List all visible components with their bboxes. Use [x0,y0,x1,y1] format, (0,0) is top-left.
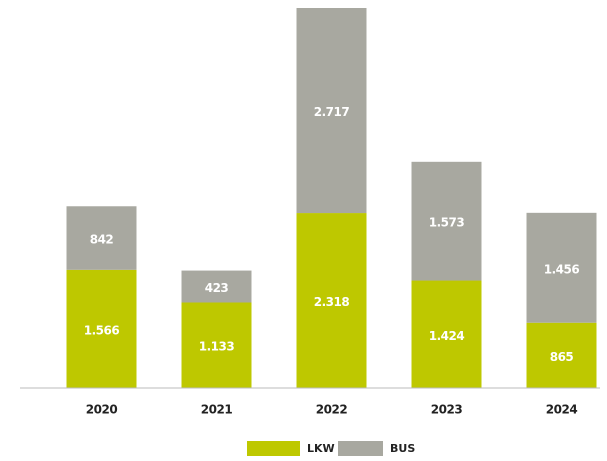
bar-segment [526,212,597,323]
bar-segment [526,322,597,388]
value-label: 2.717 [314,105,350,119]
value-label: 1.424 [429,329,465,343]
value-label: 423 [205,281,229,295]
value-label: 1.456 [544,262,580,276]
value-label: 1.133 [199,340,235,354]
bar-segment [296,8,367,214]
bar-segment [411,161,482,281]
x-tick-label: 2023 [431,403,463,417]
value-label: 2.318 [314,295,350,309]
value-label: 1.566 [84,323,120,337]
x-tick-label: 2022 [316,403,348,417]
x-tick-label: 2020 [86,403,118,417]
value-label: 865 [550,350,574,364]
bar-segment [296,213,367,388]
legend-label: BUS [390,442,415,455]
bar-segment [181,302,252,388]
x-tick-label: 2024 [546,403,578,417]
bar-segment [411,280,482,388]
x-tick-label: 2021 [201,403,233,417]
bar-segment [181,270,252,303]
legend-swatch [247,441,300,456]
value-label: 842 [90,233,114,247]
legend-label: LKW [307,442,335,455]
legend-swatch [338,441,383,456]
bar-segment [66,206,137,270]
value-label: 1.573 [429,216,465,230]
bar-segment [66,269,137,388]
